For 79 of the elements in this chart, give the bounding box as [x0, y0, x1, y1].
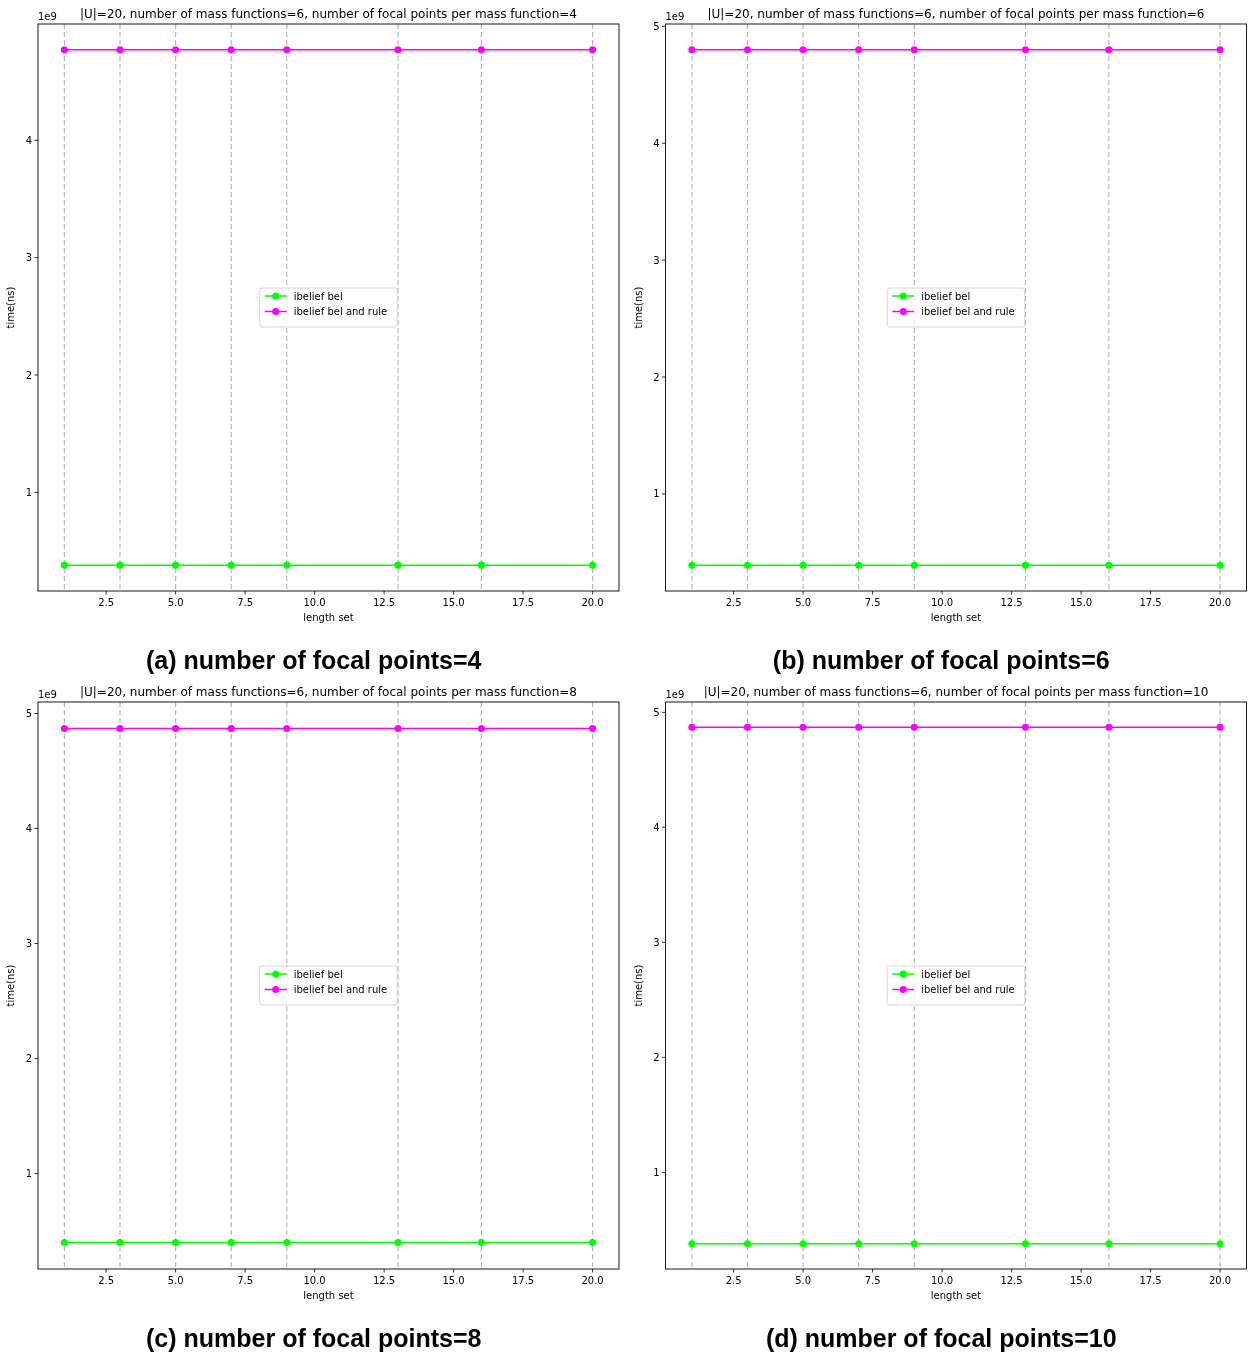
- x-tick-label: 17.5: [1139, 1275, 1162, 1286]
- y-tick-label: 1: [25, 1168, 32, 1180]
- x-axis-title: length set: [303, 1290, 354, 1301]
- x-tick-label: 2.5: [725, 597, 742, 608]
- x-tick-label: 12.5: [1000, 1275, 1023, 1286]
- y-tick-label: 5: [25, 708, 32, 719]
- y-tick-label: 4: [25, 823, 32, 835]
- y-axis-title: time(ns): [632, 286, 644, 329]
- x-tick-label: 5.0: [167, 597, 184, 608]
- y-tick-label: 2: [653, 371, 660, 383]
- y-tick-label: 5: [653, 706, 660, 718]
- x-axis-title: length set: [303, 612, 354, 623]
- x-tick-label: 7.5: [864, 597, 881, 608]
- legend-label: ibelief bel and rule: [293, 306, 388, 317]
- legend-label: ibelief bel and rule: [293, 984, 388, 995]
- x-axis-title: length set: [930, 612, 982, 623]
- x-tick-label: 5.0: [167, 1275, 184, 1286]
- x-tick-label: 15.0: [1069, 597, 1093, 608]
- x-tick-label: 12.5: [1000, 597, 1023, 608]
- legend-label: ibelief bel: [921, 968, 971, 980]
- text: (c) number of focal points=8: [146, 1324, 482, 1352]
- x-axis-title: length set: [930, 1290, 982, 1301]
- y-tick-label: 4: [25, 134, 32, 146]
- x-tick-label: 12.5: [372, 597, 396, 608]
- legend-label: ibelief bel: [921, 290, 971, 302]
- legend-label: ibelief bel: [293, 290, 343, 302]
- chart-title: |U|=20, number of mass functions=6, number of focal points per mass function=8: [80, 685, 577, 699]
- y-tick-label: 2: [653, 1051, 660, 1063]
- text: (a) number of focal points=4: [146, 646, 482, 674]
- x-tick-label: 17.5: [511, 597, 535, 608]
- y-axis-title: time(ns): [5, 964, 16, 1007]
- y-tick-label: 4: [653, 821, 660, 833]
- x-tick-label: 5.0: [795, 597, 812, 608]
- y-tick-label: 3: [653, 254, 660, 266]
- text: 1e9: [665, 11, 685, 22]
- y-tick-label: 2: [25, 1053, 32, 1065]
- x-tick-label: 20.0: [581, 1275, 604, 1286]
- y-tick-label: 1: [653, 1166, 660, 1178]
- x-tick-label: 15.0: [442, 597, 465, 608]
- y-tick-label: 2: [25, 369, 32, 381]
- y-tick-label: 1: [25, 486, 32, 498]
- legend-label: ibelief bel and rule: [921, 306, 1015, 317]
- x-tick-label: 10.0: [303, 1275, 326, 1286]
- x-tick-label: 5.0: [795, 1275, 812, 1286]
- x-tick-label: 10.0: [930, 597, 954, 608]
- text: (d) number of focal points=10: [765, 1324, 1117, 1352]
- x-tick-label: 17.5: [511, 1275, 535, 1286]
- chart-title: |U|=20, number of mass functions=6, number of focal points per mass function=6: [707, 7, 1205, 21]
- x-tick-label: 15.0: [1069, 1275, 1093, 1286]
- x-tick-label: 2.5: [725, 1275, 742, 1286]
- legend-label: ibelief bel: [293, 968, 343, 980]
- chart-title: |U|=20, number of mass functions=6, number of focal points per mass function=10: [703, 685, 1209, 699]
- text: 1e9: [38, 689, 57, 700]
- x-tick-label: 17.5: [1139, 597, 1162, 608]
- x-tick-label: 10.0: [303, 597, 326, 608]
- y-tick-label: 3: [25, 938, 32, 950]
- x-tick-label: 10.0: [930, 1275, 954, 1286]
- x-tick-label: 2.5: [98, 597, 115, 608]
- text: 1e9: [665, 689, 685, 700]
- y-tick-label: 3: [25, 252, 32, 264]
- y-tick-label: 1: [653, 488, 660, 500]
- text: 1e9: [38, 11, 57, 22]
- text: (b) number of focal points=6: [772, 646, 1110, 674]
- x-tick-label: 7.5: [237, 1275, 254, 1286]
- y-axis-title: time(ns): [632, 964, 644, 1007]
- y-axis-title: time(ns): [5, 286, 16, 329]
- x-tick-label: 15.0: [442, 1275, 465, 1286]
- x-tick-label: 20.0: [581, 597, 604, 608]
- x-tick-label: 20.0: [1208, 597, 1232, 608]
- x-tick-label: 7.5: [864, 1275, 881, 1286]
- x-tick-label: 12.5: [372, 1275, 396, 1286]
- x-tick-label: 20.0: [1208, 1275, 1232, 1286]
- y-tick-label: 3: [653, 936, 660, 948]
- x-tick-label: 7.5: [237, 597, 254, 608]
- y-tick-label: 4: [653, 137, 660, 149]
- legend-label: ibelief bel and rule: [921, 984, 1015, 995]
- x-tick-label: 2.5: [98, 1275, 115, 1286]
- chart-title: |U|=20, number of mass functions=6, number of focal points per mass function=4: [80, 7, 577, 21]
- y-tick-label: 5: [653, 20, 660, 32]
